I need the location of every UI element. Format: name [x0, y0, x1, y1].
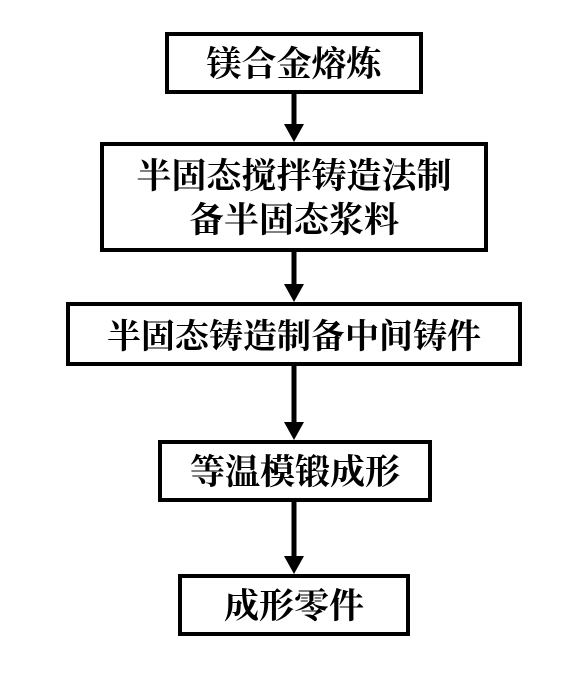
flow-node-label: 等温模锻成形 — [190, 449, 400, 493]
flow-node-label: 镁合金熔炼 — [206, 41, 381, 85]
flow-edge — [284, 252, 304, 302]
flow-node-isothermal-forging: 等温模锻成形 — [158, 440, 432, 502]
flow-node-label: 成形零件 — [224, 583, 364, 627]
flow-edge — [284, 502, 304, 574]
flow-node-semisolid-stirring: 半固态搅拌铸造法制 备半固态浆料 — [100, 142, 488, 252]
flow-edge — [284, 94, 304, 142]
flow-node-label: 半固态铸造制备中间铸件 — [107, 313, 481, 356]
flow-edge — [284, 366, 304, 440]
flow-node-label: 半固态搅拌铸造法制 备半固态浆料 — [136, 153, 451, 241]
flow-node-melting: 镁合金熔炼 — [165, 32, 423, 94]
flow-node-formed-part: 成形零件 — [178, 574, 410, 636]
flowchart-canvas: 镁合金熔炼 半固态搅拌铸造法制 备半固态浆料 半固态铸造制备中间铸件 等温模锻成… — [0, 0, 584, 684]
flow-node-semisolid-casting: 半固态铸造制备中间铸件 — [66, 302, 522, 366]
